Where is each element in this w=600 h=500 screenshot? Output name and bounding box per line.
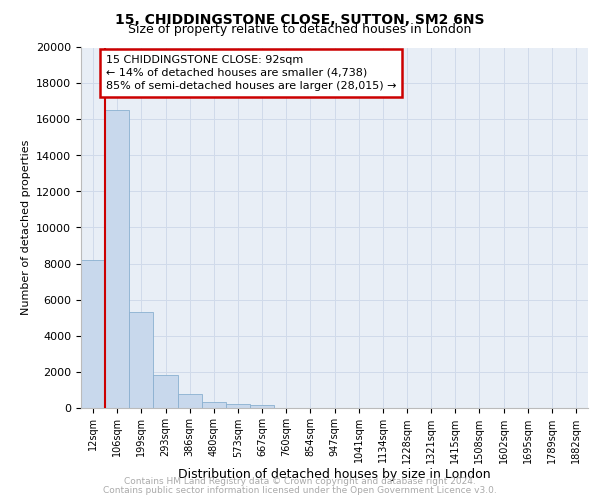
Text: Contains public sector information licensed under the Open Government Licence v3: Contains public sector information licen… xyxy=(103,486,497,495)
Bar xyxy=(81,260,105,408)
Y-axis label: Number of detached properties: Number of detached properties xyxy=(20,140,31,315)
Text: 15, CHIDDINGSTONE CLOSE, SUTTON, SM2 6NS: 15, CHIDDINGSTONE CLOSE, SUTTON, SM2 6NS xyxy=(115,12,485,26)
Bar xyxy=(202,402,226,407)
Bar xyxy=(129,312,154,408)
Bar xyxy=(226,404,250,407)
X-axis label: Distribution of detached houses by size in London: Distribution of detached houses by size … xyxy=(178,468,491,481)
Bar xyxy=(178,394,202,407)
Text: Contains HM Land Registry data © Crown copyright and database right 2024.: Contains HM Land Registry data © Crown c… xyxy=(124,477,476,486)
Text: 15 CHIDDINGSTONE CLOSE: 92sqm
← 14% of detached houses are smaller (4,738)
85% o: 15 CHIDDINGSTONE CLOSE: 92sqm ← 14% of d… xyxy=(106,54,396,91)
Bar xyxy=(154,375,178,408)
Bar xyxy=(105,110,129,408)
Text: Size of property relative to detached houses in London: Size of property relative to detached ho… xyxy=(128,22,472,36)
Bar xyxy=(250,405,274,407)
